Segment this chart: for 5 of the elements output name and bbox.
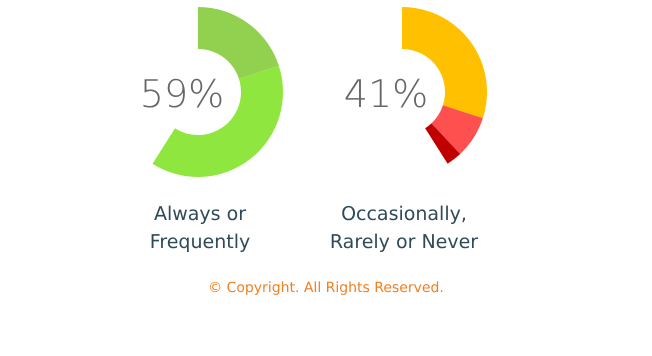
text: 41%	[344, 72, 428, 116]
text: Always or Frequently	[148, 202, 252, 255]
text: Occasionally, Rarely or Never	[328, 202, 480, 255]
text: 59%	[140, 72, 224, 116]
text: © Copyright. All Rights Reserved.	[207, 280, 445, 296]
